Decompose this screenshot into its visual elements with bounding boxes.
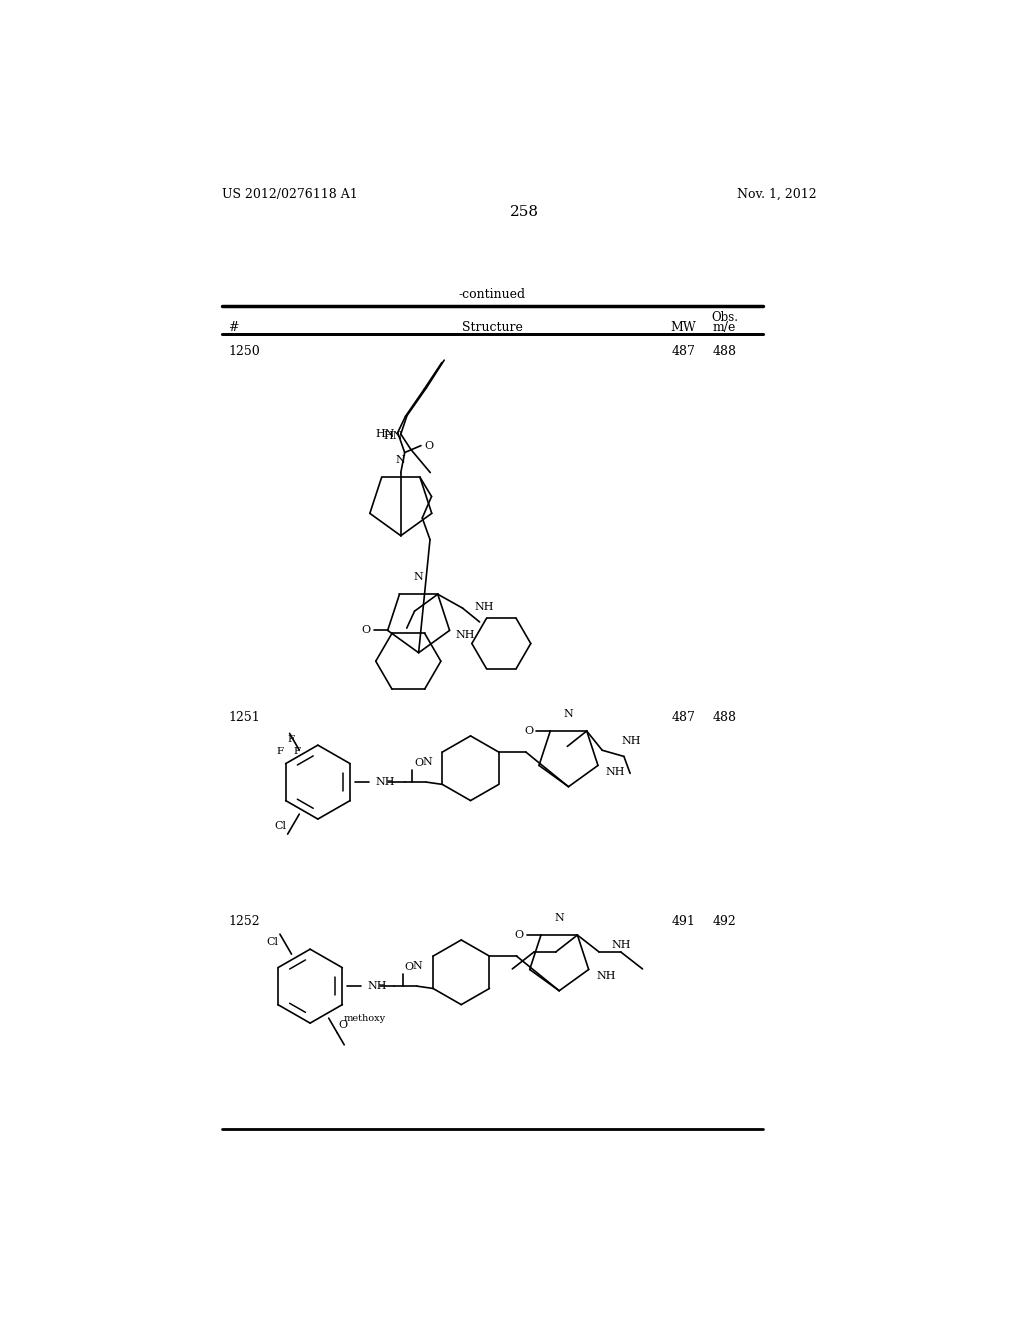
- Text: O: O: [361, 626, 371, 635]
- Text: NH: NH: [474, 602, 494, 611]
- Text: 1252: 1252: [228, 915, 260, 928]
- Text: 1251: 1251: [228, 711, 260, 725]
- Text: Nov. 1, 2012: Nov. 1, 2012: [737, 187, 817, 201]
- Text: NH: NH: [606, 767, 626, 776]
- Text: N: N: [422, 758, 432, 767]
- Text: N: N: [554, 913, 564, 923]
- Text: F: F: [294, 747, 301, 756]
- Text: F: F: [288, 735, 295, 744]
- Text: 488: 488: [713, 711, 736, 725]
- Text: O: O: [404, 962, 414, 973]
- Text: O: O: [524, 726, 534, 737]
- Text: NH: NH: [596, 970, 615, 981]
- Text: HN: HN: [383, 430, 402, 441]
- Text: m/e: m/e: [713, 321, 736, 334]
- Text: 487: 487: [672, 345, 695, 358]
- Text: N: N: [563, 709, 573, 719]
- Text: O: O: [424, 441, 433, 450]
- Text: US 2012/0276118 A1: US 2012/0276118 A1: [222, 187, 357, 201]
- Text: NH: NH: [456, 630, 475, 640]
- Text: NH: NH: [622, 735, 641, 746]
- Text: HN: HN: [376, 429, 395, 440]
- Text: NH: NH: [368, 981, 387, 991]
- Text: 487: 487: [672, 711, 695, 725]
- Text: O: O: [515, 931, 524, 940]
- Text: O: O: [414, 758, 423, 768]
- Text: Obs.: Obs.: [712, 312, 738, 323]
- Text: Structure: Structure: [462, 321, 522, 334]
- Text: Cl: Cl: [266, 937, 279, 948]
- Text: Cl: Cl: [274, 821, 286, 832]
- Text: methoxy: methoxy: [343, 1015, 386, 1023]
- Text: 1250: 1250: [228, 345, 260, 358]
- Text: N: N: [396, 455, 406, 465]
- Text: #: #: [228, 321, 239, 334]
- Text: N: N: [413, 961, 423, 972]
- Text: NH: NH: [612, 940, 632, 949]
- Text: 491: 491: [672, 915, 695, 928]
- Text: F: F: [276, 747, 284, 756]
- Text: 492: 492: [713, 915, 736, 928]
- Text: NH: NH: [375, 777, 394, 787]
- Text: O: O: [339, 1020, 348, 1030]
- Text: -continued: -continued: [459, 288, 525, 301]
- Text: 258: 258: [510, 205, 540, 219]
- Text: N: N: [414, 572, 424, 582]
- Text: 488: 488: [713, 345, 736, 358]
- Text: MW: MW: [671, 321, 696, 334]
